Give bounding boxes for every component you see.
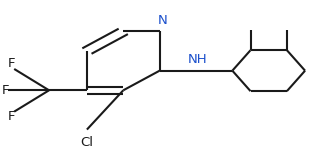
Text: F: F [8,110,16,123]
Text: —: — [250,27,251,29]
Text: F: F [8,57,16,70]
Text: F: F [1,84,9,97]
Text: —: — [286,27,287,29]
Text: Cl: Cl [81,136,93,149]
Text: NH: NH [188,53,207,66]
Text: N: N [158,14,168,27]
